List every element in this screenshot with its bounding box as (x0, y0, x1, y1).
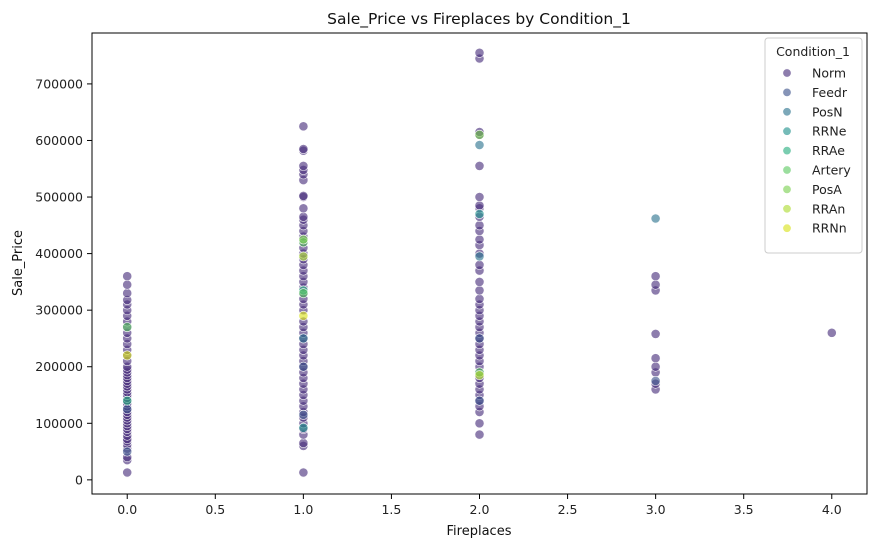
data-point-rrnn (298, 310, 309, 321)
legend: Condition_1 Norm Feedr PosN RRNe RRAe Artery P… (764, 37, 863, 254)
data-point-norm (122, 271, 133, 282)
x-axis-ticks: 0.0 0.5 1.0 1.5 2.0 2.5 3.0 3.5 4.0 (117, 494, 842, 517)
data-point-norm (298, 438, 309, 448)
x-axis-label: Fireplaces (447, 524, 512, 539)
x-tick-label: 0.0 (117, 502, 137, 517)
data-point-rrnn (122, 350, 133, 361)
data-point-norm (298, 121, 309, 132)
data-point-norm (474, 220, 485, 231)
data-point-norm (122, 279, 133, 290)
data-point-norm (298, 160, 309, 171)
y-tick-label: 700000 (35, 76, 83, 91)
data-point-norm (122, 467, 133, 478)
data-point-norm (474, 418, 485, 429)
data-point-rran (298, 251, 309, 262)
data-point-feedr (298, 361, 309, 372)
data-point-artery (122, 322, 133, 332)
x-tick-label: 3.0 (646, 502, 666, 517)
data-point-norm (298, 190, 309, 201)
data-point-norm (650, 279, 661, 290)
data-point-norm (298, 467, 309, 478)
data-point-norm (474, 47, 485, 58)
x-tick-label: 0.5 (205, 502, 225, 517)
data-point-artery (298, 288, 309, 299)
data-point-norm (474, 285, 485, 296)
y-tick-label: 500000 (35, 190, 83, 205)
chart-title: Sale_Price vs Fireplaces by Condition_1 (327, 10, 631, 29)
data-point-feedr (298, 409, 309, 420)
data-point-norm (298, 211, 309, 222)
data-point-norm (298, 203, 309, 214)
legend-label-feedr: Feedr (812, 85, 848, 100)
data-point-posn (298, 333, 309, 344)
data-point-norm (474, 259, 485, 270)
y-tick-label: 200000 (35, 359, 83, 374)
data-point-norm (474, 234, 485, 245)
x-tick-label: 3.5 (734, 502, 754, 517)
x-tick-label: 4.0 (822, 502, 842, 517)
legend-label-rrnn: RRNn (812, 221, 847, 236)
data-point-norm (650, 361, 661, 372)
data-point-rrae (122, 395, 133, 406)
y-tick-label: 300000 (35, 303, 83, 318)
x-tick-label: 1.5 (381, 502, 401, 517)
legend-label-posa: PosA (812, 182, 842, 197)
data-point-norm (474, 293, 485, 304)
data-point-feedr (650, 375, 661, 386)
data-point-norm (474, 276, 485, 287)
y-axis-ticks: 0 100000 200000 300000 400000 500000 600000 700… (35, 76, 92, 487)
data-point-norm (650, 271, 661, 282)
legend-marker-rrne (782, 126, 792, 136)
legend-marker-posn (782, 107, 792, 117)
y-tick-label: 600000 (35, 133, 83, 148)
legend-marker-rrae (782, 146, 792, 156)
data-point-feedr (122, 446, 133, 457)
data-point-norm (650, 353, 661, 364)
data-point-feedr (474, 333, 485, 344)
legend-marker-norm (782, 68, 792, 78)
data-point-posa (298, 234, 309, 245)
legend-marker-posa (782, 184, 792, 194)
data-point-feedr (122, 404, 133, 415)
legend-label-posn: PosN (812, 104, 843, 119)
legend-label-artery: Artery (812, 163, 851, 178)
data-point-rrne (298, 422, 309, 433)
legend-title: Condition_1 (776, 44, 850, 59)
data-point-norm (650, 328, 661, 339)
data-point-norm (474, 192, 485, 202)
data-point-feedr (474, 395, 485, 406)
data-point-norm (474, 160, 485, 171)
legend-marker-feedr (782, 87, 792, 97)
y-tick-label: 400000 (35, 246, 83, 261)
data-point-posn (474, 140, 485, 150)
legend-label-norm: Norm (812, 66, 846, 81)
y-axis-label: Sale_Price (11, 230, 26, 296)
data-point-posn (474, 251, 485, 262)
x-tick-label: 2.0 (470, 502, 490, 517)
data-point-norm (474, 429, 485, 440)
legend-label-rrne: RRNe (812, 124, 847, 139)
x-tick-label: 1.0 (293, 502, 313, 517)
legend-marker-rrnn (782, 223, 792, 233)
data-point-norm (826, 327, 837, 338)
data-point-norm (298, 144, 309, 154)
data-point-norm (474, 200, 485, 211)
y-tick-label: 0 (75, 472, 83, 487)
legend-label-rran: RRAn (812, 201, 845, 216)
data-point-rrne (474, 209, 485, 219)
legend-label-rrae: RRAe (812, 143, 845, 158)
x-tick-label: 2.5 (558, 502, 578, 517)
data-point-posa (474, 129, 485, 140)
data-point-posn (650, 213, 661, 224)
legend-marker-artery (782, 165, 792, 175)
y-tick-label: 100000 (35, 416, 83, 431)
data-point-rran (474, 370, 485, 381)
legend-marker-rran (782, 204, 792, 214)
data-point-norm (122, 288, 133, 299)
points-layer (122, 47, 837, 478)
legend-entries: Norm Feedr PosN RRNe RRAe Artery PosA RRAn RRNn (782, 66, 851, 236)
